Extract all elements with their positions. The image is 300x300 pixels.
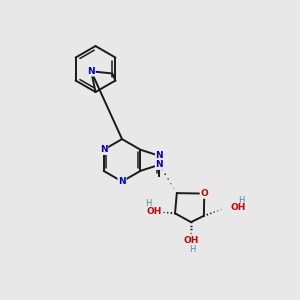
Text: N: N [156, 160, 163, 169]
Text: OH: OH [147, 207, 162, 216]
Text: N: N [100, 145, 107, 154]
Text: OH: OH [183, 236, 199, 245]
Text: H: H [189, 245, 196, 254]
Text: H: H [238, 196, 245, 205]
Text: OH: OH [231, 203, 246, 212]
Text: N: N [118, 177, 126, 186]
Text: O: O [200, 189, 208, 198]
Text: N: N [87, 67, 95, 76]
Text: N: N [156, 152, 163, 160]
Text: H: H [146, 199, 152, 208]
